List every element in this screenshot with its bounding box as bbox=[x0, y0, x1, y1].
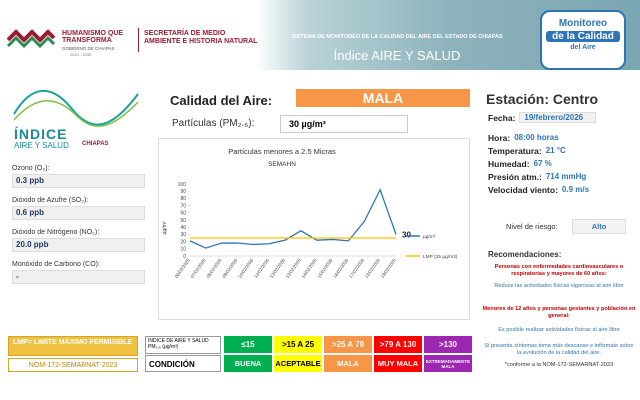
pollutant-value: 20.0 ppb bbox=[12, 238, 145, 252]
field-label: Humedad: bbox=[488, 158, 530, 169]
field-row: Hora: 08:00 horas bbox=[488, 131, 638, 144]
index-logo-wave bbox=[13, 89, 139, 127]
field-value: 67 % bbox=[533, 159, 552, 168]
level-condition: EXTREMADAMENTE MALA bbox=[424, 355, 472, 372]
logo-line: de la Calidad bbox=[546, 31, 620, 42]
pollutant-label: Dióxido de Azufre (SO₂): bbox=[12, 197, 89, 204]
field-value: 714 mmHg bbox=[545, 172, 587, 181]
period: 2024 - 2030 bbox=[70, 52, 92, 57]
y-tick-label: 70 bbox=[180, 203, 186, 209]
field-label: Velocidad viento: bbox=[488, 184, 558, 195]
level-condition: MUY MALA bbox=[374, 355, 422, 372]
table-header: INDICE DE AIRE Y SALUD PM₂.₅ (µg/m³) bbox=[145, 336, 221, 354]
y-tick-label: 80 bbox=[180, 196, 186, 202]
data-label: 30 bbox=[402, 230, 411, 239]
divider bbox=[138, 28, 139, 52]
rec-item: Reduce las actividades físicas vigorosas… bbox=[494, 283, 624, 289]
gov-logo bbox=[6, 29, 56, 49]
government: GOBIERNO DE CHIAPAS bbox=[62, 46, 115, 51]
legend-label: LMP (25 µg/m3) bbox=[423, 254, 458, 260]
level-range: ≤15 bbox=[224, 336, 272, 353]
field-label: Fecha: bbox=[488, 112, 516, 123]
norm: NOM-172-SEMARNAT-2023 bbox=[8, 358, 138, 372]
level-condition: ACEPTABLE bbox=[274, 355, 322, 372]
monitoring-logo: Monitoreo de la Calidad del Aire bbox=[540, 10, 626, 70]
logo-line: Monitoreo bbox=[558, 18, 608, 29]
field-row: Temperatura: 21 °C bbox=[488, 144, 638, 157]
pm-value: 30 µg/m³ bbox=[280, 115, 408, 133]
series-line bbox=[189, 188, 397, 249]
pollutant-label: Dióxido de Nitrógeno (NO₂): bbox=[12, 229, 100, 236]
levels: ≤15 BUENA >15 A 25 ACEPTABLE >25 A 79 MALA >79… bbox=[224, 336, 474, 372]
y-tick-label: 100 bbox=[178, 182, 187, 188]
legend-label: µg/m³ bbox=[423, 234, 436, 240]
rec-group: Menores de 12 años y personas gestantes … bbox=[482, 306, 636, 319]
pollutant-value: - bbox=[12, 270, 145, 284]
y-tick-label: 40 bbox=[180, 225, 186, 231]
lmp-title: LMP= LIMITE MÁXIMO PERMISIBLE bbox=[8, 336, 138, 356]
system-title: SISTEMA DE MONITOREO DE LA CALIDAD DEL A… bbox=[291, 34, 503, 40]
header bbox=[0, 0, 640, 70]
y-tick-label: 20 bbox=[180, 239, 186, 245]
pollutant-value: 0.3 ppb bbox=[12, 174, 145, 188]
field-label: Hora: bbox=[488, 132, 511, 143]
rec-group: Personas con enfermedades cardiovascular… bbox=[494, 264, 624, 277]
field-value: 08:00 horas bbox=[514, 133, 559, 142]
quality-value: MALA bbox=[296, 89, 470, 107]
condition-label: CONDICIÓN bbox=[145, 355, 221, 372]
quality-label: Calidad del Aire: bbox=[170, 93, 273, 108]
rec-title: Recomendaciones: bbox=[488, 250, 562, 259]
field-row: Presión atm.: 714 mmHg bbox=[488, 170, 638, 183]
y-axis-label: µg/m³ bbox=[162, 221, 168, 234]
rec-footnote: *conforme a la NOM-172-SEMARNAT-2023 bbox=[504, 362, 614, 368]
station-fields: Fecha: 19/febrero/2026 Hora: 08:00 horas Tem… bbox=[488, 110, 638, 196]
index-logo: AIRE Y SALUD bbox=[14, 141, 69, 150]
y-tick-label: 60 bbox=[180, 211, 186, 217]
field-row: Humedad: 67 % bbox=[488, 157, 638, 170]
risk-label: Nivel de riesgo: bbox=[506, 222, 558, 231]
logo-line: del Aire bbox=[570, 44, 596, 51]
index-logo: ÍNDICE bbox=[14, 126, 68, 142]
field-value: 21 °C bbox=[545, 146, 566, 155]
level-range: >15 A 25 bbox=[274, 336, 322, 353]
level-range: >130 bbox=[424, 336, 472, 353]
y-tick-label: 90 bbox=[180, 189, 186, 195]
pollutant-label: Ozono (O₃): bbox=[12, 165, 50, 172]
y-tick-label: 0 bbox=[183, 254, 186, 260]
y-tick-label: 50 bbox=[180, 218, 186, 224]
field-label: Presión atm.: bbox=[488, 171, 542, 182]
field-row: Fecha: 19/febrero/2026 bbox=[488, 110, 638, 125]
pollutant-label: Monóxido de Carbono (CO): bbox=[12, 261, 100, 268]
chart-title: Partículas menores a 2.5 Micras bbox=[228, 147, 336, 156]
risk-value: Alto bbox=[572, 219, 626, 234]
rec-note: Si presenta síntomas toma más descanso e… bbox=[484, 343, 634, 356]
y-tick-label: 10 bbox=[180, 247, 186, 253]
secretariat: SECRETARÍA DE MEDIO AMBIENTE E HISTORIA … bbox=[144, 30, 258, 45]
chart: Partículas menores a 2.5 Micras SEMAHN µ… bbox=[158, 138, 470, 320]
level-range: >79 A 130 bbox=[374, 336, 422, 353]
level-range: >25 A 79 bbox=[324, 336, 372, 353]
y-tick-label: 30 bbox=[180, 232, 186, 238]
field-label: Temperatura: bbox=[488, 145, 542, 156]
chart-subtitle: SEMAHN bbox=[268, 161, 296, 168]
level-condition: BUENA bbox=[224, 355, 272, 372]
brand: HUMANISMO QUE TRANSFORMA bbox=[62, 30, 124, 44]
index-title: Índice AIRE Y SALUD bbox=[333, 48, 461, 63]
field-value: 19/febrero/2026 bbox=[519, 112, 597, 123]
station: Estación: Centro bbox=[486, 91, 599, 107]
field-value: 0.9 m/s bbox=[561, 185, 590, 194]
field-row: Velocidad viento: 0.9 m/s bbox=[488, 183, 638, 196]
pollutants: Ozono (O₃): 0.3 ppb Dióxido de Azufre (SO₂… bbox=[12, 165, 152, 284]
pm-label: Partículas (PM₂.₅): bbox=[172, 118, 255, 129]
rec-item: Es posible realizar actividades físicas … bbox=[498, 327, 620, 333]
index-logo: CHIAPAS bbox=[82, 141, 109, 147]
level-condition: MALA bbox=[324, 355, 372, 372]
pollutant-value: 0.6 ppb bbox=[12, 206, 145, 220]
chart-frame bbox=[158, 138, 470, 320]
